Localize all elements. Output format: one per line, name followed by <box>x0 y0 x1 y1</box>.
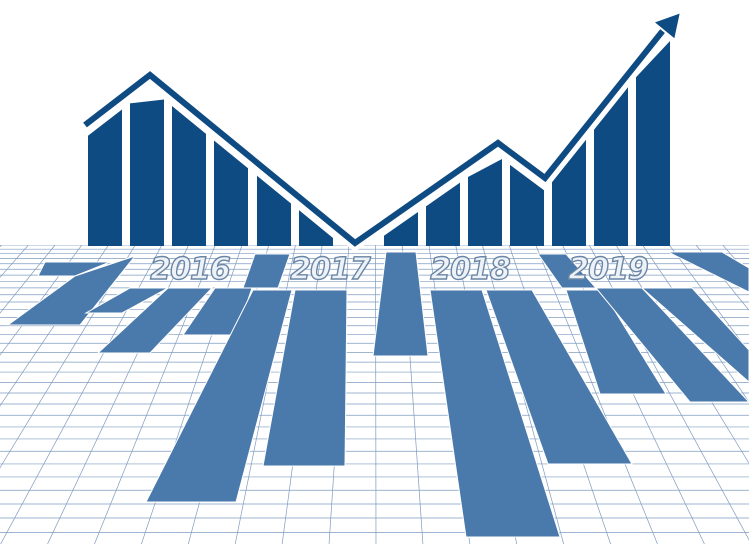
floor-bar <box>640 287 749 383</box>
floor-bar <box>565 289 667 395</box>
upper-bar <box>257 175 291 246</box>
floor-bar <box>84 287 169 314</box>
grid-line <box>0 245 83 356</box>
upper-bar <box>510 164 544 246</box>
year-label: 2016 <box>150 252 230 287</box>
upper-bar <box>552 139 586 246</box>
upper-bar <box>426 182 460 246</box>
floor-bar <box>594 287 749 403</box>
grid-line <box>669 245 749 353</box>
trend-arrow <box>80 10 683 252</box>
floor-bar <box>667 251 749 293</box>
floor-bar <box>145 289 293 503</box>
upper-bar <box>594 87 628 246</box>
upper-bar <box>384 211 418 246</box>
upper-bar <box>214 140 248 246</box>
floor-bar <box>242 253 291 289</box>
upper-bar <box>636 41 670 246</box>
upper-bar <box>299 210 333 246</box>
grid-line <box>0 245 136 469</box>
upper-bars <box>88 41 670 247</box>
year-labels: 2016 2017 2018 2019 <box>150 251 650 287</box>
upper-bar <box>468 158 502 246</box>
floor-bar <box>6 254 137 326</box>
floor-bar <box>372 251 429 357</box>
grid-line <box>0 245 56 314</box>
floor-bars <box>6 251 749 538</box>
grid-line <box>0 245 29 278</box>
grid-line <box>535 245 658 544</box>
floor-bar <box>262 289 348 467</box>
year-label: 2017 <box>290 252 371 287</box>
upper-bar <box>172 106 206 246</box>
floor-bar <box>96 287 214 354</box>
grid-line <box>0 245 2 248</box>
floor-bar <box>429 289 561 538</box>
upper-bar <box>88 109 122 247</box>
upper-bar <box>130 99 164 246</box>
year-label: 2018 <box>430 252 510 287</box>
year-label: 2019 <box>568 252 648 287</box>
grid-line <box>695 245 749 311</box>
floor-bar <box>485 289 633 465</box>
